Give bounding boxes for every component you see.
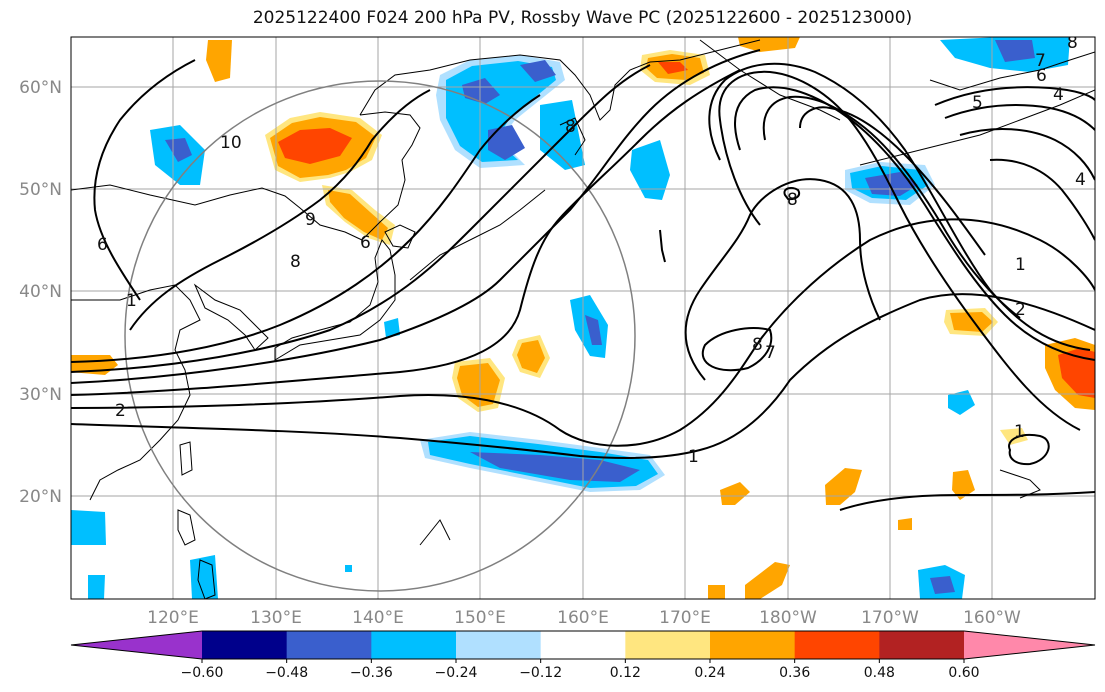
contour-label: 9 bbox=[305, 210, 316, 230]
colorbar-label: 0.48 bbox=[864, 665, 895, 681]
contour-label: 1 bbox=[126, 291, 137, 311]
lat-tick-label: 30°N bbox=[19, 385, 62, 405]
contour-label: 8 bbox=[565, 117, 576, 137]
colorbar-segment bbox=[371, 631, 457, 659]
colorbar-segment bbox=[202, 631, 288, 659]
colorbar-segments bbox=[70, 630, 1096, 660]
coastlines bbox=[71, 39, 1095, 599]
colorbar-label: −0.60 bbox=[181, 665, 224, 681]
contour-labels: 2 1 1 2 1 1 4 4 5 6 6 6 7 7 8 8 8 8 8 9 … bbox=[97, 33, 1086, 467]
lon-tick-label: 120°E bbox=[147, 608, 199, 628]
contour-label: 2 bbox=[1015, 300, 1026, 320]
contour-label: 10 bbox=[220, 133, 242, 153]
latitude-labels: 60°N 50°N 40°N 30°N 20°N bbox=[19, 78, 62, 507]
rossby-wave-circle bbox=[124, 80, 636, 592]
contour-label: 7 bbox=[765, 343, 776, 363]
lat-tick-label: 50°N bbox=[19, 180, 62, 200]
contour-label: 8 bbox=[1067, 33, 1078, 53]
lon-tick-label: 170°E bbox=[659, 608, 711, 628]
colorbar-label: 0.36 bbox=[779, 665, 810, 681]
contour-label: 5 bbox=[972, 93, 983, 113]
lon-tick-label: 160°W bbox=[963, 608, 1021, 628]
contour-label: 8 bbox=[290, 252, 301, 272]
longitude-labels: 120°E 130°E 140°E 150°E 160°E 170°E 180°… bbox=[147, 608, 1021, 628]
lon-tick-label: 180°W bbox=[759, 608, 817, 628]
lat-tick-label: 40°N bbox=[19, 282, 62, 302]
lon-tick-label: 170°W bbox=[861, 608, 919, 628]
contour-label: 4 bbox=[1075, 170, 1086, 190]
contour-label: 8 bbox=[787, 190, 798, 210]
colorbar-label: 0.24 bbox=[694, 665, 725, 681]
contour-label: 2 bbox=[115, 401, 126, 421]
lon-tick-label: 140°E bbox=[352, 608, 404, 628]
graticule bbox=[71, 37, 1095, 599]
lat-tick-label: 60°N bbox=[19, 78, 62, 98]
contour-label: 1 bbox=[1015, 255, 1026, 275]
colorbar-segment bbox=[710, 631, 796, 659]
contour-label: 1 bbox=[688, 447, 699, 467]
contour-label: 7 bbox=[1035, 51, 1046, 71]
pv-contours bbox=[71, 49, 1095, 511]
contour-label: 6 bbox=[97, 235, 108, 255]
colorbar-extend-high bbox=[964, 631, 1095, 659]
colorbar-extend-low bbox=[71, 631, 202, 659]
contour-label: 1 bbox=[1014, 422, 1025, 442]
colorbar: −0.60 −0.48 −0.36 −0.24 −0.12 0.12 0.24 0.36 0.4… bbox=[70, 630, 1096, 681]
colorbar-segment bbox=[540, 631, 626, 659]
lon-tick-label: 160°E bbox=[557, 608, 609, 628]
lat-tick-label: 20°N bbox=[19, 487, 62, 507]
colorbar-label: −0.48 bbox=[265, 665, 308, 681]
colorbar-label: 0.60 bbox=[948, 665, 979, 681]
map-frame bbox=[70, 36, 1096, 600]
colorbar-segment bbox=[625, 631, 711, 659]
map-title: 2025122400 F024 200 hPa PV, Rossby Wave … bbox=[252, 8, 913, 28]
colorbar-label: −0.12 bbox=[519, 665, 562, 681]
colorbar-segment bbox=[794, 631, 880, 659]
colorbar-label: −0.24 bbox=[435, 665, 478, 681]
lon-tick-label: 130°E bbox=[250, 608, 302, 628]
colorbar-segment bbox=[879, 631, 965, 659]
contour-label: 4 bbox=[1053, 85, 1064, 105]
contour-label: 6 bbox=[360, 233, 371, 253]
contour-label: 8 bbox=[752, 335, 763, 355]
contour-label: 6 bbox=[1036, 66, 1047, 86]
lon-tick-label: 150°E bbox=[454, 608, 506, 628]
colorbar-segment bbox=[286, 631, 372, 659]
colorbar-ticks bbox=[201, 659, 965, 663]
colorbar-label: −0.36 bbox=[350, 665, 393, 681]
colorbar-label: 0.12 bbox=[610, 665, 641, 681]
colorbar-labels: −0.60 −0.48 −0.36 −0.24 −0.12 0.12 0.24 0.36 0.4… bbox=[181, 665, 980, 681]
colorbar-segment bbox=[456, 631, 542, 659]
map-plot-area: 2 1 1 2 1 1 4 4 5 6 6 6 7 7 8 8 8 8 8 9 … bbox=[71, 33, 1095, 599]
